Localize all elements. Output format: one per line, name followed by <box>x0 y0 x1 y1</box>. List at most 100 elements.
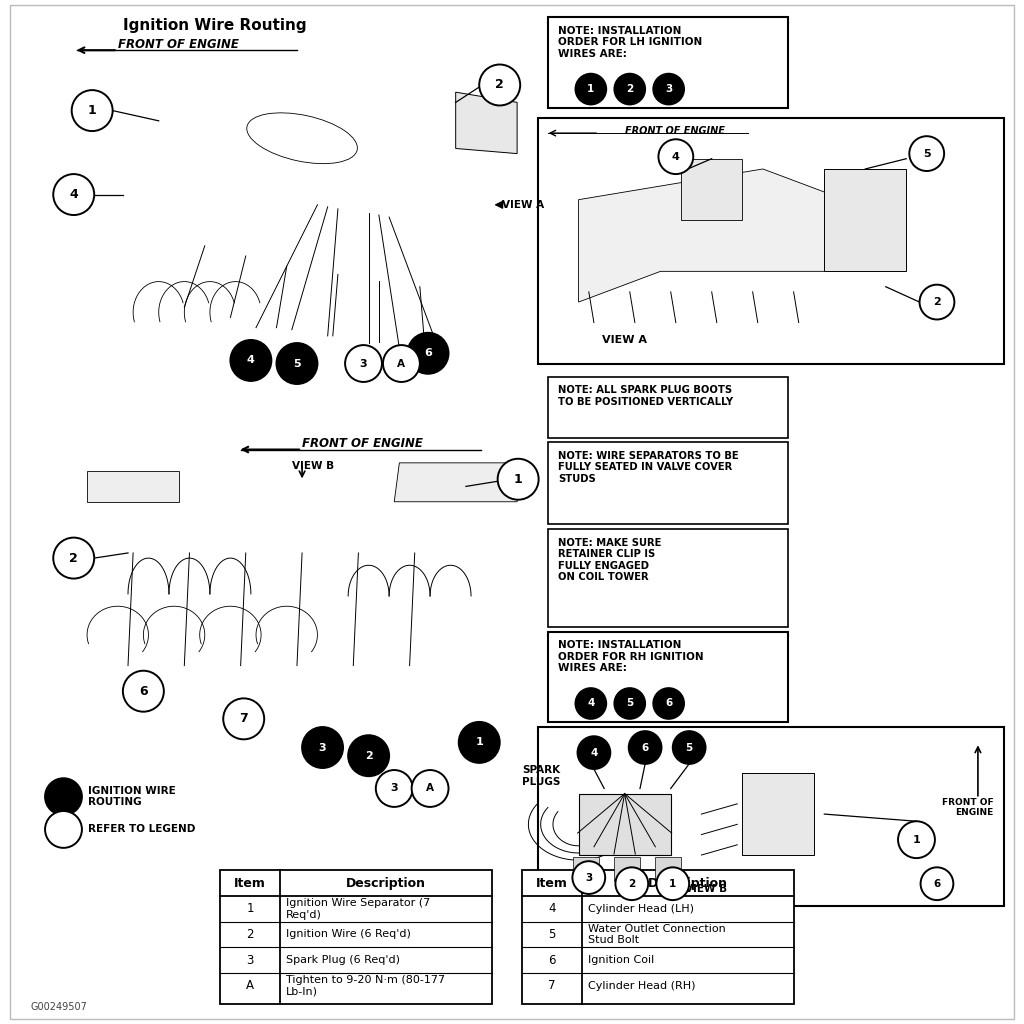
FancyBboxPatch shape <box>10 5 1014 1019</box>
Text: 1: 1 <box>475 737 483 748</box>
Text: 5: 5 <box>293 358 301 369</box>
Circle shape <box>673 731 706 764</box>
Polygon shape <box>82 343 471 410</box>
Text: Description: Description <box>648 877 728 890</box>
FancyBboxPatch shape <box>548 17 788 108</box>
Text: 1: 1 <box>246 902 254 915</box>
FancyBboxPatch shape <box>548 529 788 627</box>
Circle shape <box>656 867 689 900</box>
Text: 5: 5 <box>685 742 693 753</box>
Polygon shape <box>77 553 522 640</box>
Circle shape <box>572 861 605 894</box>
Text: NOTE: WIRE SEPARATORS TO BE
FULLY SEATED IN VALVE COVER
STUDS: NOTE: WIRE SEPARATORS TO BE FULLY SEATED… <box>558 451 738 483</box>
Text: 4: 4 <box>587 698 595 709</box>
Text: FRONT OF ENGINE: FRONT OF ENGINE <box>118 38 239 51</box>
Text: Description: Description <box>346 877 426 890</box>
Text: 1: 1 <box>514 473 522 485</box>
Circle shape <box>614 688 645 719</box>
Text: Tighten to 9-20 N·m (80-177
Lb-In): Tighten to 9-20 N·m (80-177 Lb-In) <box>286 975 445 996</box>
Text: 2: 2 <box>496 79 504 91</box>
Text: 6: 6 <box>139 685 147 697</box>
Text: Ignition Wire Routing: Ignition Wire Routing <box>123 18 306 34</box>
FancyBboxPatch shape <box>548 377 788 438</box>
Text: REFER TO LEGEND: REFER TO LEGEND <box>88 824 196 835</box>
Circle shape <box>45 778 82 815</box>
Circle shape <box>376 770 413 807</box>
Text: NOTE: INSTALLATION
ORDER FOR LH IGNITION
WIRES ARE:: NOTE: INSTALLATION ORDER FOR LH IGNITION… <box>558 26 702 58</box>
Circle shape <box>276 343 317 384</box>
Text: VIEW B: VIEW B <box>292 461 334 471</box>
Text: 5: 5 <box>549 928 556 941</box>
Text: 6: 6 <box>933 879 941 889</box>
Circle shape <box>408 333 449 374</box>
FancyBboxPatch shape <box>522 870 794 1004</box>
Text: Item: Item <box>234 877 266 890</box>
Text: 7: 7 <box>240 713 248 725</box>
Text: 6: 6 <box>641 742 649 753</box>
Circle shape <box>123 671 164 712</box>
Text: NOTE: ALL SPARK PLUG BOOTS
TO BE POSITIONED VERTICALLY: NOTE: ALL SPARK PLUG BOOTS TO BE POSITIO… <box>558 385 733 407</box>
Polygon shape <box>579 794 671 855</box>
Text: 4: 4 <box>70 188 78 201</box>
Circle shape <box>898 821 935 858</box>
Text: NOTE: INSTALLATION
ORDER FOR RH IGNITION
WIRES ARE:: NOTE: INSTALLATION ORDER FOR RH IGNITION… <box>558 640 703 673</box>
Circle shape <box>578 736 610 769</box>
Text: Spark Plug (6 Req'd): Spark Plug (6 Req'd) <box>286 955 400 965</box>
FancyBboxPatch shape <box>548 442 788 524</box>
Text: 2: 2 <box>246 928 254 941</box>
Circle shape <box>614 74 645 104</box>
Circle shape <box>653 74 684 104</box>
Polygon shape <box>87 471 179 502</box>
FancyBboxPatch shape <box>220 870 492 1004</box>
Text: 6: 6 <box>424 348 432 358</box>
Text: 2: 2 <box>626 84 634 94</box>
Text: 3: 3 <box>390 783 398 794</box>
Polygon shape <box>394 463 522 502</box>
Circle shape <box>412 770 449 807</box>
Polygon shape <box>573 857 599 881</box>
Polygon shape <box>456 92 517 154</box>
Circle shape <box>45 811 82 848</box>
Text: 5: 5 <box>626 698 634 709</box>
Text: Ignition Coil: Ignition Coil <box>588 955 654 965</box>
Polygon shape <box>82 435 527 553</box>
Text: 6: 6 <box>548 953 556 967</box>
Text: SPARK
PLUGS: SPARK PLUGS <box>522 765 560 787</box>
Text: IGNITION WIRE
ROUTING: IGNITION WIRE ROUTING <box>88 785 176 808</box>
Text: 3: 3 <box>247 953 254 967</box>
Text: 5: 5 <box>923 148 931 159</box>
Text: 4: 4 <box>548 902 556 915</box>
Circle shape <box>629 731 662 764</box>
FancyBboxPatch shape <box>538 727 1004 906</box>
Text: 2: 2 <box>70 552 78 564</box>
Text: A: A <box>426 783 434 794</box>
Text: FRONT OF ENGINE: FRONT OF ENGINE <box>302 437 423 451</box>
Text: 6: 6 <box>665 698 673 709</box>
Polygon shape <box>133 82 461 205</box>
Circle shape <box>302 727 343 768</box>
Text: A: A <box>397 358 406 369</box>
Polygon shape <box>92 164 492 266</box>
Text: FRONT OF
ENGINE: FRONT OF ENGINE <box>942 798 993 817</box>
Polygon shape <box>655 857 681 881</box>
FancyBboxPatch shape <box>538 118 1004 364</box>
Circle shape <box>72 90 113 131</box>
Circle shape <box>498 459 539 500</box>
Text: Cylinder Head (LH): Cylinder Head (LH) <box>588 904 694 913</box>
Circle shape <box>348 735 389 776</box>
Text: 2: 2 <box>933 297 941 307</box>
Circle shape <box>345 345 382 382</box>
Circle shape <box>230 340 271 381</box>
Text: 2: 2 <box>365 751 373 761</box>
Circle shape <box>920 285 954 319</box>
Circle shape <box>223 698 264 739</box>
Circle shape <box>575 688 606 719</box>
Circle shape <box>53 538 94 579</box>
Text: 3: 3 <box>665 84 673 94</box>
Circle shape <box>909 136 944 171</box>
Polygon shape <box>681 159 742 220</box>
Text: FRONT OF ENGINE: FRONT OF ENGINE <box>625 126 725 136</box>
Text: 4: 4 <box>672 152 680 162</box>
Text: 4: 4 <box>247 355 255 366</box>
Text: 1: 1 <box>912 835 921 845</box>
